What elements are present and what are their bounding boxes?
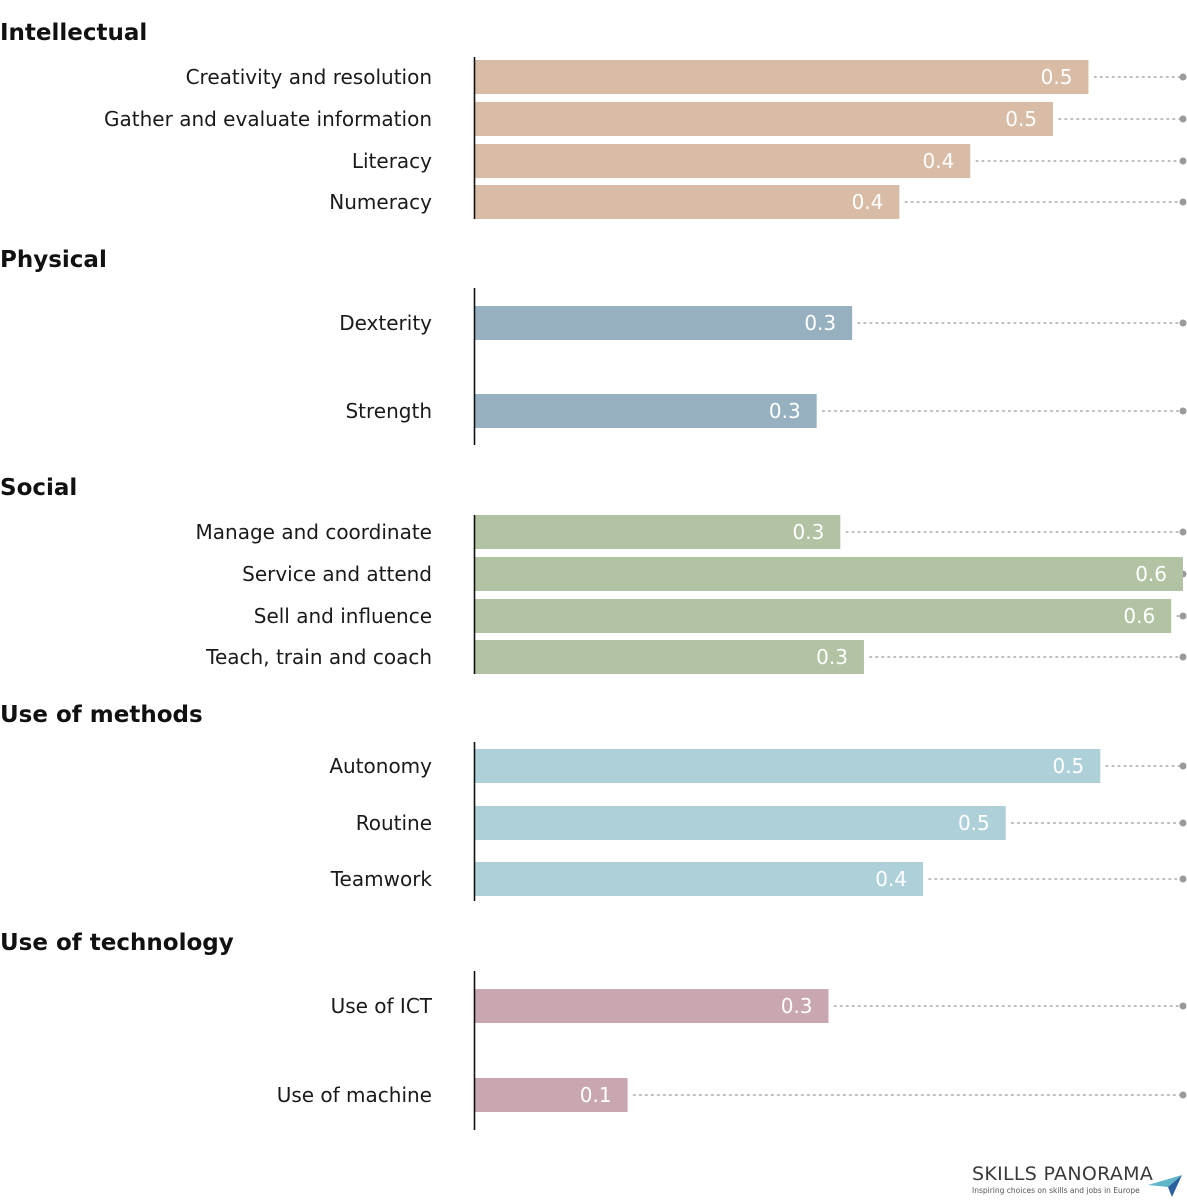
skills-panorama-logo: SKILLS PANORAMA Inspiring choices on ski… xyxy=(970,1163,1185,1199)
group-title: Use of technology xyxy=(0,930,234,956)
value-label: 0.5 xyxy=(1005,107,1037,131)
bar xyxy=(474,806,1006,840)
group-title: Physical xyxy=(0,247,107,273)
group-title: Social xyxy=(0,475,77,501)
category-label: Use of machine xyxy=(277,1083,432,1107)
logo-arrow-icon xyxy=(1148,1175,1182,1197)
bar xyxy=(474,862,924,896)
end-marker xyxy=(1179,762,1187,770)
value-label: 0.3 xyxy=(816,645,848,669)
bar xyxy=(474,989,829,1023)
value-label: 0.4 xyxy=(852,190,884,214)
bar xyxy=(474,640,864,674)
group-title: Intellectual xyxy=(0,20,147,46)
category-label: Teamwork xyxy=(330,867,433,891)
value-label: 0.5 xyxy=(1052,754,1084,778)
value-label: 0.6 xyxy=(1123,604,1155,628)
end-marker xyxy=(1179,528,1187,536)
value-label: 0.3 xyxy=(781,994,813,1018)
category-label: Strength xyxy=(345,399,432,423)
bar xyxy=(474,60,1089,94)
category-label: Autonomy xyxy=(329,754,432,778)
bar xyxy=(474,185,900,219)
end-marker xyxy=(1179,653,1187,661)
bar xyxy=(474,144,971,178)
category-label: Use of ICT xyxy=(331,994,433,1018)
category-label: Literacy xyxy=(352,149,432,173)
end-marker xyxy=(1179,157,1187,165)
value-label: 0.3 xyxy=(793,520,825,544)
end-marker xyxy=(1179,612,1187,620)
value-label: 0.5 xyxy=(958,811,990,835)
value-label: 0.1 xyxy=(580,1083,612,1107)
bar xyxy=(474,599,1172,633)
value-label: 0.3 xyxy=(769,399,801,423)
category-label: Dexterity xyxy=(339,311,432,335)
category-label: Manage and coordinate xyxy=(196,520,432,544)
category-label: Gather and evaluate information xyxy=(104,107,432,131)
value-label: 0.3 xyxy=(804,311,836,335)
bar xyxy=(474,1078,628,1112)
category-label: Creativity and resolution xyxy=(186,65,432,89)
category-label: Numeracy xyxy=(329,190,432,214)
logo-subtitle: Inspiring choices on skills and jobs in … xyxy=(972,1186,1140,1195)
bar xyxy=(474,102,1054,136)
value-label: 0.4 xyxy=(922,149,954,173)
end-marker xyxy=(1179,1002,1187,1010)
end-marker xyxy=(1179,198,1187,206)
category-label: Teach, train and coach xyxy=(205,645,432,669)
end-marker xyxy=(1179,875,1187,883)
end-marker xyxy=(1179,115,1187,123)
bar xyxy=(474,749,1101,783)
end-marker xyxy=(1179,319,1187,327)
end-marker xyxy=(1179,407,1187,415)
bar xyxy=(474,306,853,340)
bar xyxy=(474,557,1183,591)
logo-title: SKILLS PANORAMA xyxy=(972,1163,1154,1185)
bar xyxy=(474,515,841,549)
category-label: Sell and influence xyxy=(254,604,432,628)
end-marker xyxy=(1179,73,1187,81)
end-marker xyxy=(1179,1091,1187,1099)
value-label: 0.6 xyxy=(1135,562,1167,586)
bar xyxy=(474,394,817,428)
end-marker xyxy=(1179,819,1187,827)
category-label: Routine xyxy=(356,811,432,835)
value-label: 0.5 xyxy=(1041,65,1073,89)
value-label: 0.4 xyxy=(875,867,907,891)
category-label: Service and attend xyxy=(242,562,432,586)
group-title: Use of methods xyxy=(0,702,203,728)
